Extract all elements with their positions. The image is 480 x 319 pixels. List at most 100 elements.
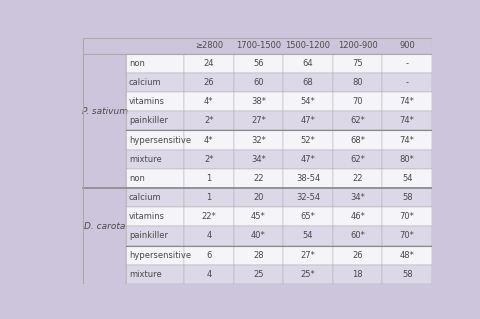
Bar (126, 226, 184, 246)
Bar (234, 246, 283, 265)
Text: non: non (129, 174, 145, 183)
Text: -: - (406, 59, 408, 68)
Text: calcium: calcium (129, 193, 162, 202)
Text: 1: 1 (206, 174, 211, 183)
Bar (83, 188, 126, 207)
Text: 58: 58 (402, 193, 412, 202)
Bar (333, 73, 383, 92)
Bar (126, 92, 184, 111)
Bar (383, 150, 432, 169)
Bar (60, 38, 83, 284)
Bar (126, 207, 184, 226)
Text: non: non (129, 59, 145, 68)
Text: 80: 80 (352, 78, 363, 87)
Text: 27*: 27* (251, 116, 266, 125)
Text: 22: 22 (352, 174, 363, 183)
Bar (234, 226, 283, 246)
Bar (333, 150, 383, 169)
Text: 38*: 38* (251, 97, 266, 106)
Bar (283, 226, 333, 246)
Bar (234, 207, 283, 226)
Text: 60*: 60* (350, 232, 365, 241)
Text: P. sativum: P. sativum (82, 107, 128, 116)
Bar (383, 188, 432, 207)
Bar (83, 92, 126, 111)
Bar (126, 54, 184, 73)
Text: 70*: 70* (400, 212, 415, 221)
Bar (283, 130, 333, 150)
Text: 75: 75 (352, 59, 363, 68)
Bar (333, 265, 383, 284)
Bar (126, 169, 184, 188)
Text: 24: 24 (204, 59, 214, 68)
Bar (234, 150, 283, 169)
Bar (383, 265, 432, 284)
Text: 900: 900 (399, 41, 415, 50)
Bar (234, 169, 283, 188)
Text: 26: 26 (204, 78, 214, 87)
Text: 34*: 34* (251, 155, 266, 164)
Text: -: - (406, 78, 408, 87)
Bar (383, 73, 432, 92)
Text: 64: 64 (303, 59, 313, 68)
Bar (184, 130, 234, 150)
Text: 1200-900: 1200-900 (338, 41, 377, 50)
Bar (83, 111, 126, 130)
Bar (383, 207, 432, 226)
Text: 45*: 45* (251, 212, 266, 221)
Bar (184, 246, 234, 265)
Bar (234, 188, 283, 207)
Bar (333, 226, 383, 246)
Bar (126, 150, 184, 169)
Bar (234, 130, 283, 150)
Bar (383, 169, 432, 188)
Text: 4: 4 (206, 270, 211, 279)
Bar (184, 92, 234, 111)
Bar (234, 54, 283, 73)
Bar (83, 246, 126, 265)
Bar (234, 265, 283, 284)
Bar (184, 188, 234, 207)
Bar (383, 92, 432, 111)
Text: 46*: 46* (350, 212, 365, 221)
Text: 28: 28 (253, 251, 264, 260)
Text: 1700-1500: 1700-1500 (236, 41, 281, 50)
Bar (333, 92, 383, 111)
Text: 62*: 62* (350, 116, 365, 125)
Text: 68*: 68* (350, 136, 365, 145)
Text: 22*: 22* (202, 212, 216, 221)
Bar (283, 265, 333, 284)
Text: 20: 20 (253, 193, 264, 202)
Bar (83, 265, 126, 284)
Bar (83, 38, 432, 54)
Text: mixture: mixture (129, 270, 162, 279)
Bar (126, 188, 184, 207)
Bar (283, 246, 333, 265)
Bar (333, 111, 383, 130)
Bar (83, 54, 126, 73)
Bar (234, 73, 283, 92)
Bar (184, 226, 234, 246)
Text: 1: 1 (206, 193, 211, 202)
Text: 74*: 74* (400, 136, 415, 145)
Bar (184, 111, 234, 130)
Bar (83, 226, 126, 246)
Text: hypersensitive: hypersensitive (129, 136, 191, 145)
Text: 70: 70 (352, 97, 363, 106)
Bar (83, 130, 126, 150)
Bar (126, 265, 184, 284)
Text: painkiller: painkiller (129, 232, 168, 241)
Text: 26: 26 (352, 251, 363, 260)
Text: 52*: 52* (300, 136, 315, 145)
Bar (283, 188, 333, 207)
Text: 80*: 80* (400, 155, 415, 164)
Bar (383, 54, 432, 73)
Bar (234, 92, 283, 111)
Text: 40*: 40* (251, 232, 266, 241)
Bar (184, 54, 234, 73)
Text: 58: 58 (402, 270, 412, 279)
Text: 62*: 62* (350, 155, 365, 164)
Bar (126, 246, 184, 265)
Text: 22: 22 (253, 174, 264, 183)
Text: hypersensitive: hypersensitive (129, 251, 191, 260)
